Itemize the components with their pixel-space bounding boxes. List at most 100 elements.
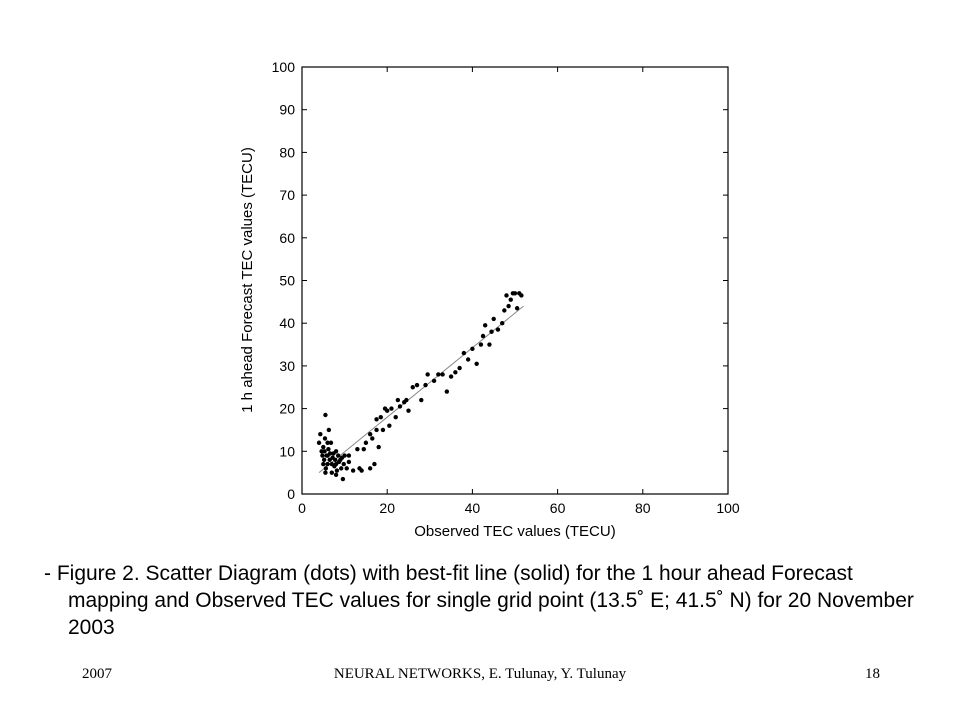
scatter-point — [389, 406, 394, 411]
scatter-point — [367, 432, 373, 437]
scatter-point — [323, 466, 329, 471]
scatter-point — [376, 444, 381, 450]
y-axis-ticks: 0 10 20 30 40 50 60 70 80 90 100 — [272, 59, 728, 502]
scatter-point — [487, 342, 492, 347]
scatter-point — [506, 303, 511, 309]
scatter-points-layer — [316, 291, 524, 482]
scatter-point — [431, 378, 437, 384]
scatter-point — [363, 440, 369, 445]
scatter-point — [453, 370, 458, 375]
figure-caption: - Figure 2. Scatter Diagram (dots) with … — [44, 562, 914, 639]
y-tick-label: 10 — [279, 443, 295, 459]
scatter-point — [419, 397, 424, 403]
scatter-point — [321, 457, 327, 463]
scatter-point — [320, 453, 325, 458]
scatter-point — [370, 436, 375, 441]
scatter-point — [502, 308, 507, 313]
scatter-point — [350, 468, 356, 473]
scatter-point — [321, 444, 326, 450]
scatter-point — [425, 372, 430, 377]
scatter-point — [448, 374, 454, 379]
scatter-point — [333, 449, 339, 454]
y-tick-label: 40 — [279, 315, 295, 331]
scatter-point — [404, 397, 409, 403]
scatter-point — [444, 389, 450, 394]
scatter-point — [406, 408, 411, 413]
x-tick-label: 0 — [298, 500, 306, 516]
scatter-point — [333, 457, 338, 463]
scatter-point — [341, 461, 346, 467]
y-tick-label: 60 — [279, 230, 295, 246]
x-axis-label: Observed TEC values (TECU) — [414, 523, 615, 540]
x-tick-label: 40 — [465, 500, 481, 516]
footer-title: NEURAL NETWORKS, E. Tulunay, Y. Tulunay — [333, 666, 627, 682]
scatter-point — [372, 461, 377, 467]
scatter-point — [474, 361, 479, 366]
scatter-point — [321, 461, 326, 467]
scatter-point — [344, 466, 349, 471]
scatter-point — [328, 440, 334, 445]
scatter-point — [355, 446, 360, 452]
footer-year: 2007 — [82, 666, 112, 682]
scatter-point — [514, 306, 520, 311]
scatter-point — [325, 440, 330, 445]
scatter-point — [519, 293, 524, 298]
y-tick-label: 30 — [279, 358, 295, 374]
scatter-point — [440, 372, 445, 377]
y-tick-label: 80 — [279, 144, 295, 160]
y-tick-label: 70 — [279, 187, 295, 203]
scatter-point — [491, 316, 496, 322]
scatter-point — [504, 293, 509, 298]
scatter-point — [322, 436, 328, 441]
x-tick-label: 100 — [716, 500, 740, 516]
scatter-chart: 0 20 40 60 80 100 0 10 20 30 40 50 60 70 80 90 100 Obse… — [239, 59, 740, 540]
scatter-point — [323, 470, 328, 475]
scatter-point — [338, 466, 344, 471]
scatter-point — [470, 346, 475, 352]
scatter-point — [334, 468, 340, 473]
scatter-point — [329, 470, 335, 475]
scatter-point — [423, 382, 428, 388]
y-tick-label: 0 — [287, 486, 295, 502]
scatter-point — [397, 404, 403, 409]
y-tick-label: 20 — [279, 401, 295, 417]
scatter-point — [326, 446, 331, 452]
x-tick-label: 60 — [550, 500, 566, 516]
scatter-point — [489, 329, 494, 334]
scatter-point — [457, 365, 462, 371]
scatter-point — [465, 357, 471, 362]
scatter-point — [378, 414, 384, 420]
scatter-point — [346, 453, 352, 458]
scatter-point — [385, 408, 390, 413]
scatter-point — [323, 412, 328, 418]
scatter-point — [367, 466, 373, 471]
scatter-point — [374, 427, 379, 433]
scatter-point — [410, 385, 415, 390]
scatter-point — [380, 427, 386, 433]
scatter-point — [512, 291, 518, 296]
scatter-point — [357, 466, 362, 471]
best-fit-line-layer — [318, 305, 524, 474]
scatter-point — [482, 323, 488, 328]
scatter-point — [342, 453, 347, 458]
y-tick-label: 90 — [279, 102, 295, 118]
scatter-point — [336, 453, 341, 458]
best-fit-line — [318, 305, 524, 474]
scatter-point — [508, 297, 513, 302]
scatter-point — [316, 440, 322, 445]
scatter-point — [393, 414, 398, 420]
y-axis-label: 1 h ahead Forecast TEC values (TECU) — [239, 147, 256, 413]
x-tick-label: 20 — [379, 500, 395, 516]
scatter-point — [325, 453, 330, 458]
x-axis-ticks: 0 20 40 60 80 100 — [298, 67, 740, 516]
scatter-point — [387, 423, 392, 428]
scatter-point — [361, 446, 366, 452]
x-tick-label: 80 — [635, 500, 651, 516]
scatter-point — [326, 427, 332, 433]
y-tick-label: 100 — [272, 59, 296, 75]
scatter-point — [500, 321, 505, 326]
scatter-point — [340, 476, 346, 482]
scatter-point — [333, 472, 339, 477]
scatter-point — [395, 397, 401, 403]
scatter-point — [325, 461, 330, 467]
